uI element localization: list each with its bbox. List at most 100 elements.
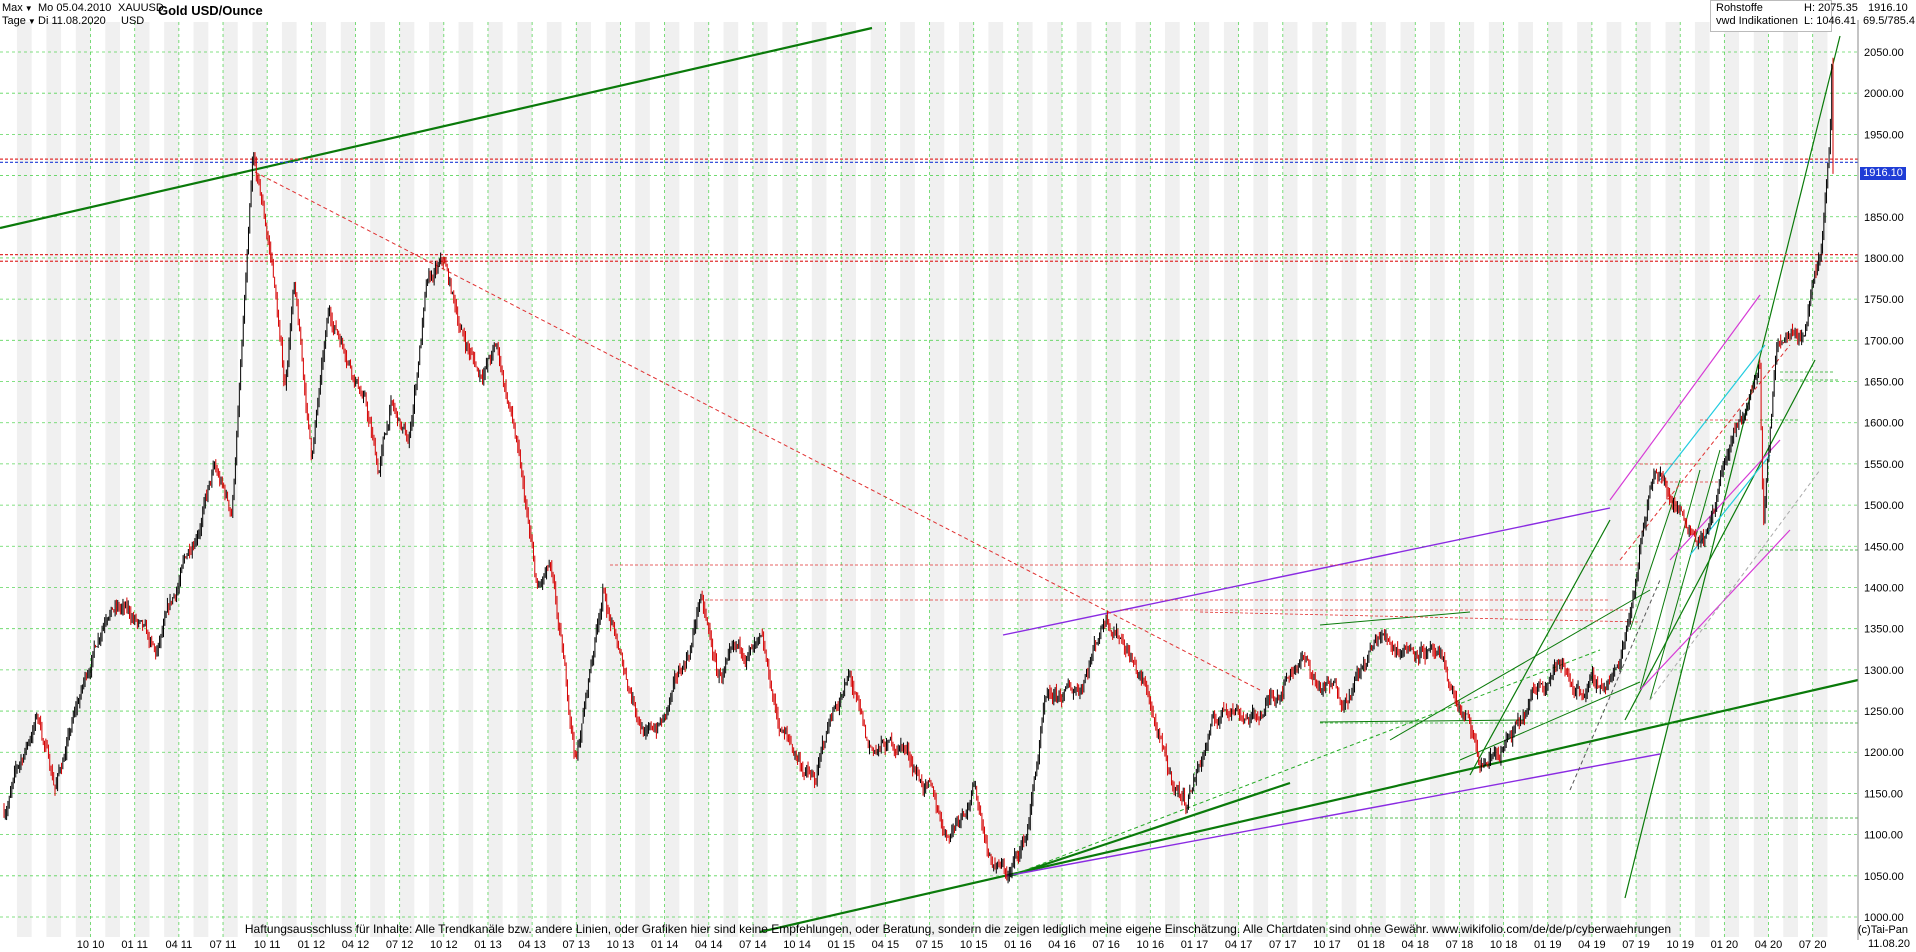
month-band bbox=[164, 22, 179, 937]
month-band bbox=[1488, 22, 1504, 937]
month-band bbox=[694, 22, 709, 937]
x-tick-label: 07 20 bbox=[1799, 939, 1827, 951]
month-band bbox=[635, 22, 650, 937]
low-value: L: 1046.41 bbox=[1804, 15, 1856, 27]
y-tick-label: 1400.00 bbox=[1864, 582, 1904, 594]
month-band bbox=[105, 22, 120, 937]
trend-line bbox=[1389, 589, 1651, 741]
x-tick-label: 10 11 bbox=[254, 939, 281, 951]
y-tick-label: 1850.00 bbox=[1864, 212, 1904, 224]
month-band bbox=[252, 22, 268, 937]
month-bands bbox=[16, 22, 1828, 937]
y-tick-label: 1100.00 bbox=[1864, 830, 1903, 842]
y-axis-ticks: 1000.00 1050.00 1100.00 1150.00 1200.00 1250.… bbox=[1864, 47, 1904, 924]
symbol: XAUUSD bbox=[118, 2, 164, 14]
month-band bbox=[900, 22, 915, 937]
x-tick-label: 04 19 bbox=[1578, 939, 1606, 951]
month-band bbox=[782, 22, 798, 937]
x-tick-label: 01 13 bbox=[474, 939, 502, 951]
month-band bbox=[1429, 22, 1445, 937]
chevron-down-icon: ▼ bbox=[24, 4, 33, 13]
y-tick-label: 1650.00 bbox=[1864, 377, 1904, 389]
x-tick-label: 10 17 bbox=[1313, 939, 1341, 951]
month-band bbox=[988, 22, 1004, 937]
trend-line bbox=[1199, 611, 1641, 623]
x-tick-label: 01 19 bbox=[1534, 939, 1562, 951]
trend-lines bbox=[0, 26, 1859, 934]
y-tick-label: 1050.00 bbox=[1864, 871, 1904, 883]
month-band bbox=[1135, 22, 1151, 937]
month-band bbox=[223, 22, 238, 937]
y-tick-label: 2000.00 bbox=[1864, 88, 1904, 100]
month-band bbox=[1577, 22, 1592, 937]
month-band bbox=[958, 22, 974, 937]
month-band bbox=[134, 22, 150, 937]
trend-line bbox=[759, 678, 1859, 934]
month-band bbox=[1165, 22, 1180, 937]
month-band bbox=[1606, 22, 1622, 937]
x-tick-label: 07 18 bbox=[1446, 939, 1474, 951]
month-band bbox=[723, 22, 739, 937]
x-tick-label: 04 13 bbox=[518, 939, 546, 951]
trend-line bbox=[1669, 439, 1781, 561]
x-tick-label: 07 16 bbox=[1092, 939, 1120, 951]
month-band bbox=[1312, 22, 1327, 937]
x-axis-ticks: 10 10 01 11 04 11 07 11 10 11 01 12 04 12 07 12… bbox=[77, 939, 1827, 951]
month-band bbox=[1341, 22, 1357, 937]
y-tick-label: 1450.00 bbox=[1864, 541, 1904, 553]
source-label: vwd Indikationen bbox=[1716, 15, 1798, 27]
disclaimer-text: Haftungsausschluss für Inhalte: Alle Tre… bbox=[244, 922, 1672, 936]
trend-line bbox=[1649, 449, 1721, 701]
y-tick-label: 1000.00 bbox=[1864, 912, 1904, 924]
month-band bbox=[1694, 22, 1710, 937]
month-band bbox=[340, 22, 356, 937]
trend-line bbox=[1569, 579, 1661, 791]
x-tick-label: 10 12 bbox=[430, 939, 458, 951]
month-band bbox=[1282, 22, 1298, 937]
trend-line bbox=[1624, 359, 1816, 721]
category-label: Rohstoffe bbox=[1716, 2, 1763, 14]
grid-lines bbox=[0, 22, 1858, 937]
month-band bbox=[1194, 22, 1210, 937]
trend-line bbox=[1624, 35, 1841, 899]
month-band bbox=[546, 22, 562, 937]
y-tick-label: 1150.00 bbox=[1864, 788, 1903, 800]
x-tick-label: 01 17 bbox=[1181, 939, 1209, 951]
x-tick-label: 07 17 bbox=[1269, 939, 1297, 951]
x-tick-label: 07 15 bbox=[916, 939, 944, 951]
month-band bbox=[1812, 22, 1828, 937]
end-date: Di 11.08.2020 bbox=[38, 15, 106, 27]
trend-line bbox=[1659, 344, 1766, 481]
trend-line bbox=[1629, 479, 1681, 631]
month-band bbox=[752, 22, 768, 937]
month-band bbox=[399, 22, 415, 937]
y-tick-label: 1800.00 bbox=[1864, 253, 1904, 265]
trend-line bbox=[1009, 781, 1291, 878]
x-tick-label: 04 18 bbox=[1402, 939, 1430, 951]
last-date-label: 11.08.20 bbox=[1867, 938, 1910, 950]
x-tick-label: 01 12 bbox=[298, 939, 326, 951]
x-tick-label: 10 14 bbox=[783, 939, 811, 951]
month-band bbox=[1400, 22, 1416, 937]
range-dropdown[interactable]: Max ▼ bbox=[2, 2, 33, 15]
x-tick-label: 04 17 bbox=[1225, 939, 1253, 951]
x-tick-label: 07 19 bbox=[1622, 939, 1650, 951]
month-band bbox=[1459, 22, 1475, 937]
month-band bbox=[1371, 22, 1386, 937]
month-band bbox=[811, 22, 827, 937]
y-tick-label: 1750.00 bbox=[1864, 294, 1904, 306]
interval-dropdown[interactable]: Tage ▼ bbox=[2, 15, 36, 28]
month-band bbox=[16, 22, 32, 937]
x-tick-label: 04 15 bbox=[872, 939, 900, 951]
trend-line bbox=[1459, 681, 1641, 761]
currency: USD bbox=[121, 15, 145, 27]
x-tick-label: 10 10 bbox=[77, 939, 105, 951]
x-tick-label: 01 20 bbox=[1711, 939, 1739, 951]
y-tick-label: 2050.00 bbox=[1864, 47, 1904, 59]
high-value: H: 2075.35 bbox=[1804, 2, 1858, 14]
month-band bbox=[1017, 22, 1033, 937]
x-tick-label: 01 15 bbox=[827, 939, 855, 951]
x-tick-label: 07 11 bbox=[210, 939, 237, 951]
trend-line bbox=[1319, 611, 1471, 626]
y-tick-label: 1700.00 bbox=[1864, 335, 1904, 347]
